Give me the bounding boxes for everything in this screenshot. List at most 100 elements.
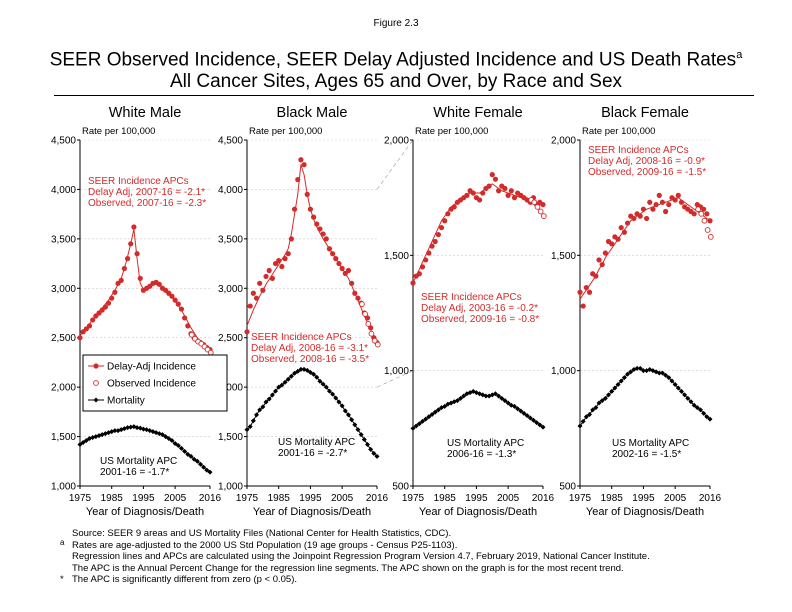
mortality-point <box>410 425 416 431</box>
y-axis-label: Rate per 100,000 <box>415 126 488 137</box>
incidence-apc-delay: Delay Adj, 2008-16 = -0.9* <box>588 156 705 167</box>
delay-adj-point <box>86 323 93 329</box>
legend-mortality-label: Mortality <box>107 396 145 407</box>
delay-adj-point <box>416 271 422 277</box>
delay-adj-point <box>253 295 260 301</box>
delay-adj-point <box>128 241 134 247</box>
mortality-point <box>530 417 536 423</box>
delay-adj-point <box>438 225 445 231</box>
legend-delay-adj-label: Delay-Adj Incidence <box>107 362 196 373</box>
mortality-point <box>185 451 191 457</box>
mortality-point <box>336 399 342 405</box>
delay-adj-point <box>429 243 435 249</box>
delay-adj-point <box>476 197 483 203</box>
delay-adj-point <box>502 185 508 192</box>
mortality-point <box>349 417 355 423</box>
delay-adj-point <box>349 280 355 286</box>
footer-note-a-mark: a <box>60 537 65 547</box>
mortality-point <box>352 422 358 428</box>
footer-note-star-mark: * <box>60 574 64 585</box>
delay-adj-point <box>637 213 643 219</box>
mortality-point <box>326 388 332 394</box>
mortality-point <box>257 407 263 413</box>
delay-adj-point <box>586 289 593 295</box>
incidence-apc-delay: Delay Adj, 2003-16 = -0.2* <box>421 303 538 314</box>
mortality-point <box>311 371 317 377</box>
mortality-point <box>77 441 83 447</box>
mortality-point <box>178 445 184 451</box>
mortality-point <box>207 469 213 475</box>
legend-delay-adj-marker <box>93 363 99 369</box>
mortality-point <box>197 461 203 467</box>
delay-adj-point <box>618 225 624 231</box>
delay-adj-point <box>451 204 457 210</box>
delay-adj-point <box>659 199 666 205</box>
delay-adj-point <box>470 190 476 196</box>
mortality-apc-header: US Mortality APC <box>278 437 355 448</box>
delay-adj-point <box>609 241 615 247</box>
delay-adj-point <box>118 277 124 283</box>
x-tick-label: 2005 <box>497 493 520 504</box>
delay-adj-point <box>336 260 342 267</box>
x-tick-label: 2016 <box>699 493 722 504</box>
mortality-point <box>413 423 419 429</box>
mortality-point <box>317 378 323 384</box>
mortality-point <box>266 396 272 402</box>
delay-adj-point <box>583 285 589 291</box>
delay-adj-point <box>423 257 429 263</box>
x-tick-label: 1985 <box>101 493 124 504</box>
delay-adj-point <box>445 211 451 217</box>
mortality-point <box>163 434 169 440</box>
mortality-point <box>182 448 188 454</box>
delay-adj-point <box>109 295 115 301</box>
legend: Delay-Adj Incidence Observed Incidence Mor… <box>82 354 228 412</box>
y-tick-label: 1,000 <box>551 366 576 377</box>
delay-adj-point <box>333 256 339 262</box>
mortality-point <box>527 415 533 421</box>
delay-adj-point <box>276 258 282 264</box>
y-tick-label: 4,500 <box>51 136 76 147</box>
mortality-point <box>371 450 377 456</box>
incidence-apc-header: SEER Incidence APCs <box>88 176 189 187</box>
mortality-point <box>596 400 602 406</box>
mortality-point <box>534 420 540 426</box>
y-tick-label: 4,000 <box>218 185 243 196</box>
mortality-point <box>80 440 86 446</box>
x-axis-label: Year of Diagnosis/Death <box>586 506 704 518</box>
scale-break-connector-upper <box>376 139 414 190</box>
mortality-point <box>577 423 583 429</box>
mortality-point <box>364 441 370 447</box>
mortality-point <box>454 398 460 404</box>
mortality-point <box>166 436 172 442</box>
observed-point <box>371 337 378 344</box>
mortality-point <box>416 421 422 427</box>
delay-adj-point <box>675 192 681 198</box>
mortality-point <box>675 385 681 391</box>
mortality-point <box>83 438 89 444</box>
delay-adj-point <box>647 199 653 205</box>
delay-adj-point <box>285 251 291 257</box>
observed-point <box>207 349 214 356</box>
delay-adj-point <box>124 256 131 262</box>
mortality-point <box>593 405 599 411</box>
mortality-point <box>276 384 282 390</box>
delay-adj-point <box>175 301 181 307</box>
observed-point <box>695 206 701 213</box>
footer-note-star-text: The APC is significantly different from … <box>72 574 298 585</box>
mortality-point <box>292 370 298 376</box>
mortality-point <box>374 453 380 459</box>
observed-point <box>704 227 711 233</box>
title-line-1: SEER Observed Incidence, SEER Delay Adju… <box>49 49 737 71</box>
delay-adj-point <box>355 295 361 301</box>
footer-note-star: * The APC is significantly different from… <box>60 574 772 586</box>
y-tick-label: 3,000 <box>51 284 76 295</box>
mortality-point <box>345 412 351 418</box>
delay-adj-point <box>323 236 329 242</box>
mortality-point <box>666 375 672 381</box>
observed-point <box>531 199 538 206</box>
mortality-point <box>269 392 275 398</box>
delay-adj-point <box>345 267 352 274</box>
mortality-point <box>128 424 134 430</box>
mortality-point <box>282 379 288 385</box>
